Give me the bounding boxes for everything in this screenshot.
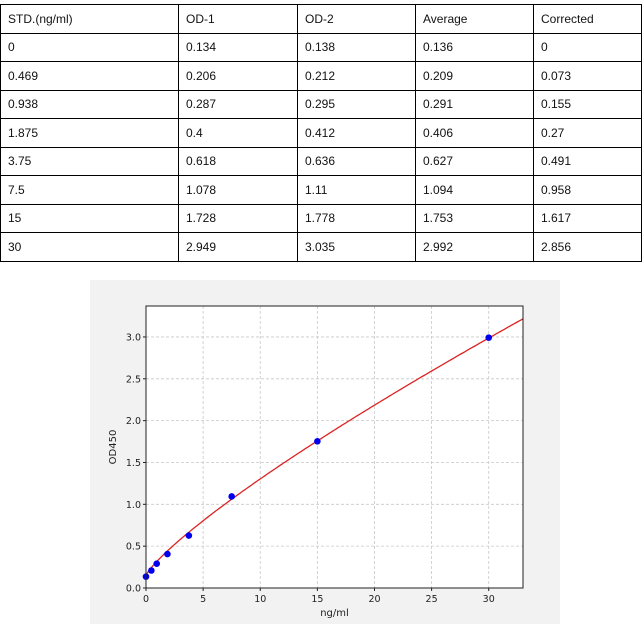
standards-table: STD.(ng/ml) OD-1 OD-2 Average Corrected 0 0.13…: [0, 4, 642, 262]
table-cell: 0.618: [178, 146, 298, 176]
table-cell: 1.778: [297, 203, 416, 233]
y-tick-label: 1.5: [126, 458, 141, 469]
table-cell: 0.287: [178, 89, 298, 119]
x-tick-label: 5: [200, 594, 206, 605]
table-cell: 30: [0, 232, 179, 262]
y-tick-label: 0.0: [126, 584, 141, 595]
table-cell: 0.938: [0, 89, 179, 119]
data-point: [228, 493, 235, 500]
table-cell: 0.627: [415, 146, 534, 176]
data-point: [485, 334, 493, 341]
x-tick-label: 10: [254, 594, 266, 605]
table-cell: 0.4: [178, 118, 298, 148]
table-cell: 0.212: [297, 61, 416, 91]
plot-frame: [145, 305, 524, 589]
standard-curve-chart: 0 5 10 15 20 25 30 0.0 0.5 1.0 1.5 2.0 2.5 3.0 ng/ml OD…: [108, 305, 524, 619]
table-cell: 0.27: [533, 118, 642, 148]
header-row: STD.(ng/ml) OD-1 OD-2 Average Corrected: [0, 4, 642, 34]
column-header: Average: [415, 4, 534, 34]
table-cell: 0.134: [178, 32, 298, 62]
table-cell: 2.949: [178, 232, 298, 262]
table-cell: 0.491: [533, 146, 642, 176]
table-cell: 2.856: [533, 232, 642, 262]
data-point: [153, 560, 161, 567]
table-cell: 0.136: [415, 32, 534, 62]
table-cell: 3.75: [0, 146, 179, 176]
table-cell: 0.138: [297, 32, 416, 62]
table-cell: 0: [0, 32, 179, 62]
table-row: 30 2.949 3.035 2.992 2.856: [0, 232, 642, 262]
table-row: 1.875 0.4 0.412 0.406 0.27: [0, 118, 642, 148]
y-axis-label: OD450: [108, 430, 119, 465]
table-cell: 1.753: [415, 203, 534, 233]
table-cell: 1.078: [178, 175, 298, 205]
data-point: [164, 550, 171, 558]
table-cell: 1.728: [178, 203, 298, 233]
data-point: [148, 567, 155, 574]
standard-curve-panel: 0 5 10 15 20 25 30 0.0 0.5 1.0 1.5 2.0 2.5 3.0 ng/ml OD…: [90, 280, 560, 624]
table-row: 15 1.728 1.778 1.753 1.617: [0, 203, 642, 233]
table-cell: 0.073: [533, 61, 642, 91]
table-cell: 0: [533, 32, 642, 62]
plot-area: [146, 306, 523, 588]
table-cell: 0.412: [297, 118, 416, 148]
table-row: 0.938 0.287 0.295 0.291 0.155: [0, 89, 642, 119]
x-axis-label: ng/ml: [320, 608, 349, 619]
table-cell: 0.209: [415, 61, 534, 91]
y-tick-label: 1.0: [126, 500, 141, 511]
data-point: [185, 532, 193, 539]
x-tick-label: 25: [426, 594, 438, 605]
table-cell: 0.291: [415, 89, 534, 119]
column-header: OD-2: [297, 4, 416, 34]
table-cell: 0.636: [297, 146, 416, 176]
table-cell: 1.875: [0, 118, 179, 148]
table-cell: 0.295: [297, 89, 416, 119]
table-cell: 7.5: [0, 175, 179, 205]
column-header: STD.(ng/ml): [0, 4, 179, 34]
table-cell: 1.11: [297, 175, 416, 205]
x-tick-label: 20: [368, 594, 380, 605]
y-tick-label: 2.5: [126, 374, 141, 385]
table-cell: 0.958: [533, 175, 642, 205]
table-cell: 0.469: [0, 61, 179, 91]
data-point: [314, 438, 321, 445]
table-cell: 15: [0, 203, 179, 233]
column-header: Corrected: [533, 4, 642, 34]
table-cell: 1.617: [533, 203, 642, 233]
x-tick-label: 30: [483, 594, 495, 605]
table-cell: 2.992: [415, 232, 534, 262]
table-row: 0.469 0.206 0.212 0.209 0.073: [0, 61, 642, 91]
y-tick-label: 2.0: [126, 416, 141, 427]
table-cell: 0.155: [533, 89, 642, 119]
y-tick-label: 3.0: [126, 332, 141, 343]
column-header: OD-1: [178, 4, 298, 34]
table-cell: 1.094: [415, 175, 534, 205]
fit-curve: [145, 318, 524, 576]
table-row: 7.5 1.078 1.11 1.094 0.958: [0, 175, 642, 205]
y-tick-label: 0.5: [126, 542, 141, 553]
x-tick-label: 0: [143, 594, 149, 605]
table-row: 0 0.134 0.138 0.136 0: [0, 32, 642, 62]
table-cell: 0.206: [178, 61, 298, 91]
table-row: 3.75 0.618 0.636 0.627 0.491: [0, 146, 642, 176]
table-cell: 0.406: [415, 118, 534, 148]
table-cell: 3.035: [297, 232, 416, 262]
x-tick-label: 15: [311, 594, 323, 605]
